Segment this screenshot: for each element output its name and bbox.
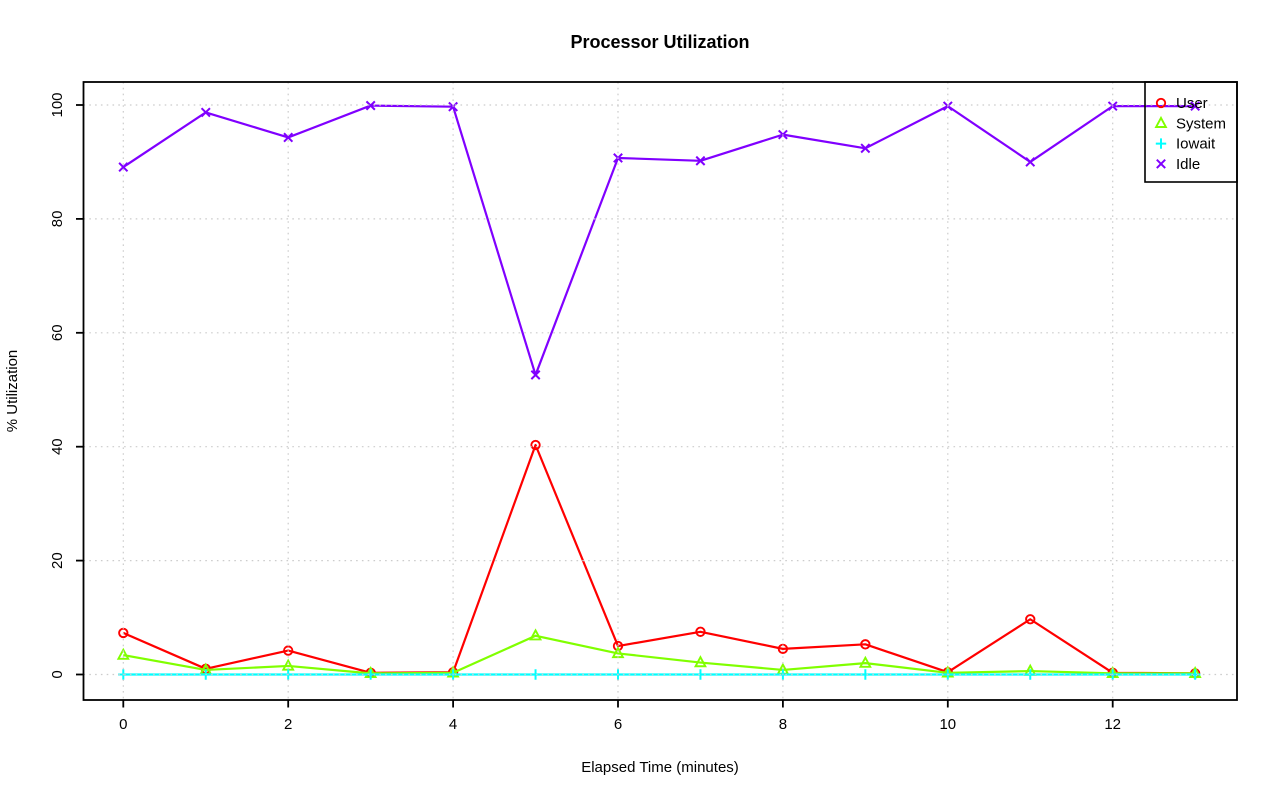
plot-border (82, 81, 1238, 701)
user-point-marker (612, 640, 624, 652)
y-axis-label: % Utilization (4, 350, 21, 433)
iowait-point-marker (530, 669, 541, 680)
idle-point-marker (283, 132, 294, 143)
plot-area: 0 2 4 6 8 10 12 0 20 40 60 80 100 User System Iowait Idl… (49, 81, 1238, 733)
x-tick-label: 2 (284, 716, 292, 733)
y-tick-label: 0 (49, 670, 66, 678)
idle-point-marker (530, 370, 541, 380)
idle-legend-marker-icon (1156, 158, 1166, 169)
legend-item-system: System (1154, 115, 1226, 132)
idle-point-marker (860, 143, 871, 154)
iowait-point-marker (695, 669, 706, 680)
x-tick-label: 8 (779, 716, 787, 733)
x-tick-label: 4 (449, 716, 457, 733)
series-system (116, 628, 1202, 679)
idle-point-marker (200, 107, 211, 118)
series-idle (118, 100, 1201, 380)
y-tick-label: 100 (49, 92, 66, 117)
axes: 0 2 4 6 8 10 12 0 20 40 60 80 100 (49, 92, 1121, 733)
x-tick-label: 10 (939, 716, 956, 733)
x-tick-label: 0 (119, 716, 127, 733)
x-tick-label: 6 (614, 716, 622, 733)
user-point-marker (695, 626, 706, 637)
legend-label: Iowait (1176, 136, 1216, 153)
legend-item-idle: Idle (1156, 156, 1200, 173)
y-tick-label: 60 (49, 324, 66, 341)
idle-point-marker (1190, 101, 1201, 112)
iowait-legend-marker-icon (1155, 138, 1167, 149)
idle-point-marker (118, 162, 129, 172)
gridlines (83, 82, 1237, 700)
system-legend-marker-icon (1154, 115, 1168, 128)
legend-label: User (1176, 95, 1208, 112)
user-point-marker (530, 439, 541, 451)
legend-box (1144, 81, 1238, 183)
user-point-marker (1025, 614, 1036, 625)
series-line-user (122, 443, 1196, 675)
legend-item-user: User (1155, 95, 1208, 112)
y-tick-label: 80 (49, 211, 66, 228)
series-line-system (123, 634, 1196, 675)
legend-label: System (1176, 115, 1226, 132)
system-point-marker (858, 655, 872, 668)
system-point-marker (693, 655, 707, 668)
user-point-marker (283, 645, 294, 656)
idle-point-marker (1025, 157, 1036, 167)
x-tick-label: 12 (1104, 716, 1121, 733)
user-point-marker (860, 639, 871, 650)
legend-label: Idle (1176, 156, 1200, 173)
x-axis-label: Elapsed Time (minutes) (581, 759, 739, 776)
idle-point-marker (365, 100, 376, 111)
user-legend-marker-icon (1155, 97, 1167, 109)
legend: User System Iowait Idle (1144, 81, 1238, 183)
legend-item-iowait: Iowait (1155, 136, 1216, 153)
chart-title: Processor Utilization (570, 32, 749, 52)
idle-point-marker (695, 155, 706, 166)
y-tick-label: 40 (49, 438, 66, 455)
series-line-idle (122, 104, 1196, 377)
y-tick-label: 20 (49, 552, 66, 569)
system-point-marker (529, 628, 543, 641)
series-user (118, 439, 1201, 679)
system-point-marker (116, 647, 130, 660)
